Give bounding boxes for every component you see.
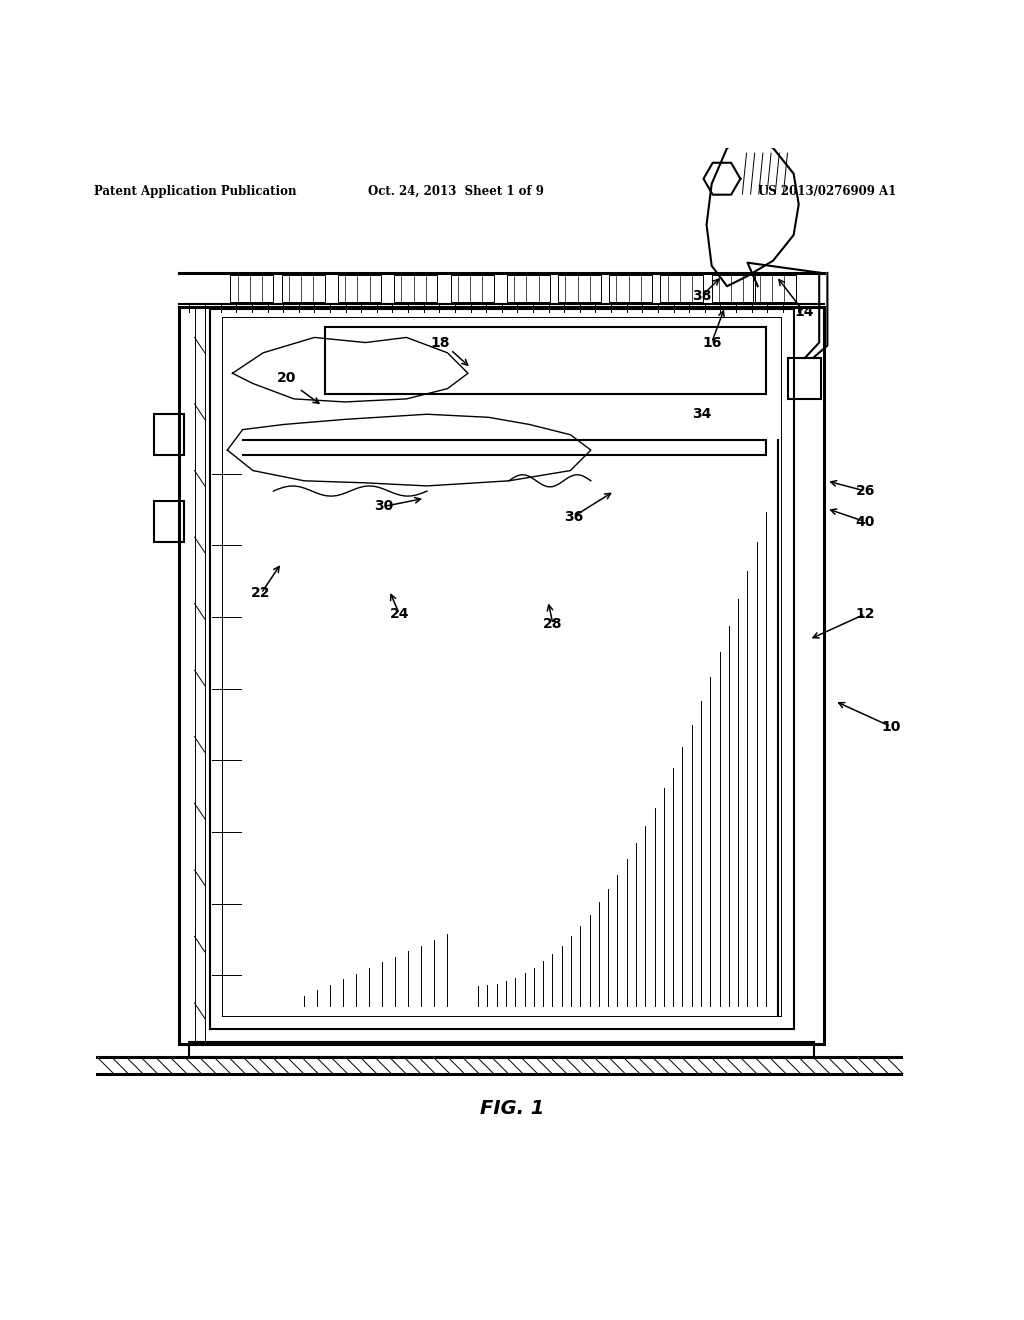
Text: 18: 18 [430,335,451,350]
Text: Oct. 24, 2013  Sheet 1 of 9: Oct. 24, 2013 Sheet 1 of 9 [368,185,544,198]
Text: 16: 16 [702,335,721,350]
Bar [189,1041,814,1057]
Text: 22: 22 [251,586,271,601]
Bar [282,275,325,301]
Bar [753,275,796,301]
Text: 12: 12 [855,607,876,620]
Bar [338,275,381,301]
Text: Patent Application Publication: Patent Application Publication [94,185,297,198]
Text: 40: 40 [856,515,874,529]
Text: 38: 38 [692,289,711,304]
Text: 14: 14 [794,305,814,319]
Bar [394,275,437,301]
Bar [451,275,494,301]
Text: 34: 34 [692,408,711,421]
Text: US 2013/0276909 A1: US 2013/0276909 A1 [758,185,896,198]
Text: 20: 20 [278,371,296,385]
Bar [660,275,703,301]
Text: 28: 28 [543,618,563,631]
Text: 30: 30 [375,499,393,513]
Bar [788,358,821,399]
Text: 36: 36 [564,510,583,524]
Bar [712,275,755,301]
Bar [507,275,550,301]
Text: 24: 24 [389,607,410,620]
Text: FIG. 1: FIG. 1 [480,1100,544,1118]
Bar [154,502,184,543]
Text: 10: 10 [882,719,900,734]
Bar [609,275,652,301]
Bar [558,275,601,301]
Text: 26: 26 [856,484,874,498]
Bar [230,275,273,301]
Bar [154,414,184,455]
